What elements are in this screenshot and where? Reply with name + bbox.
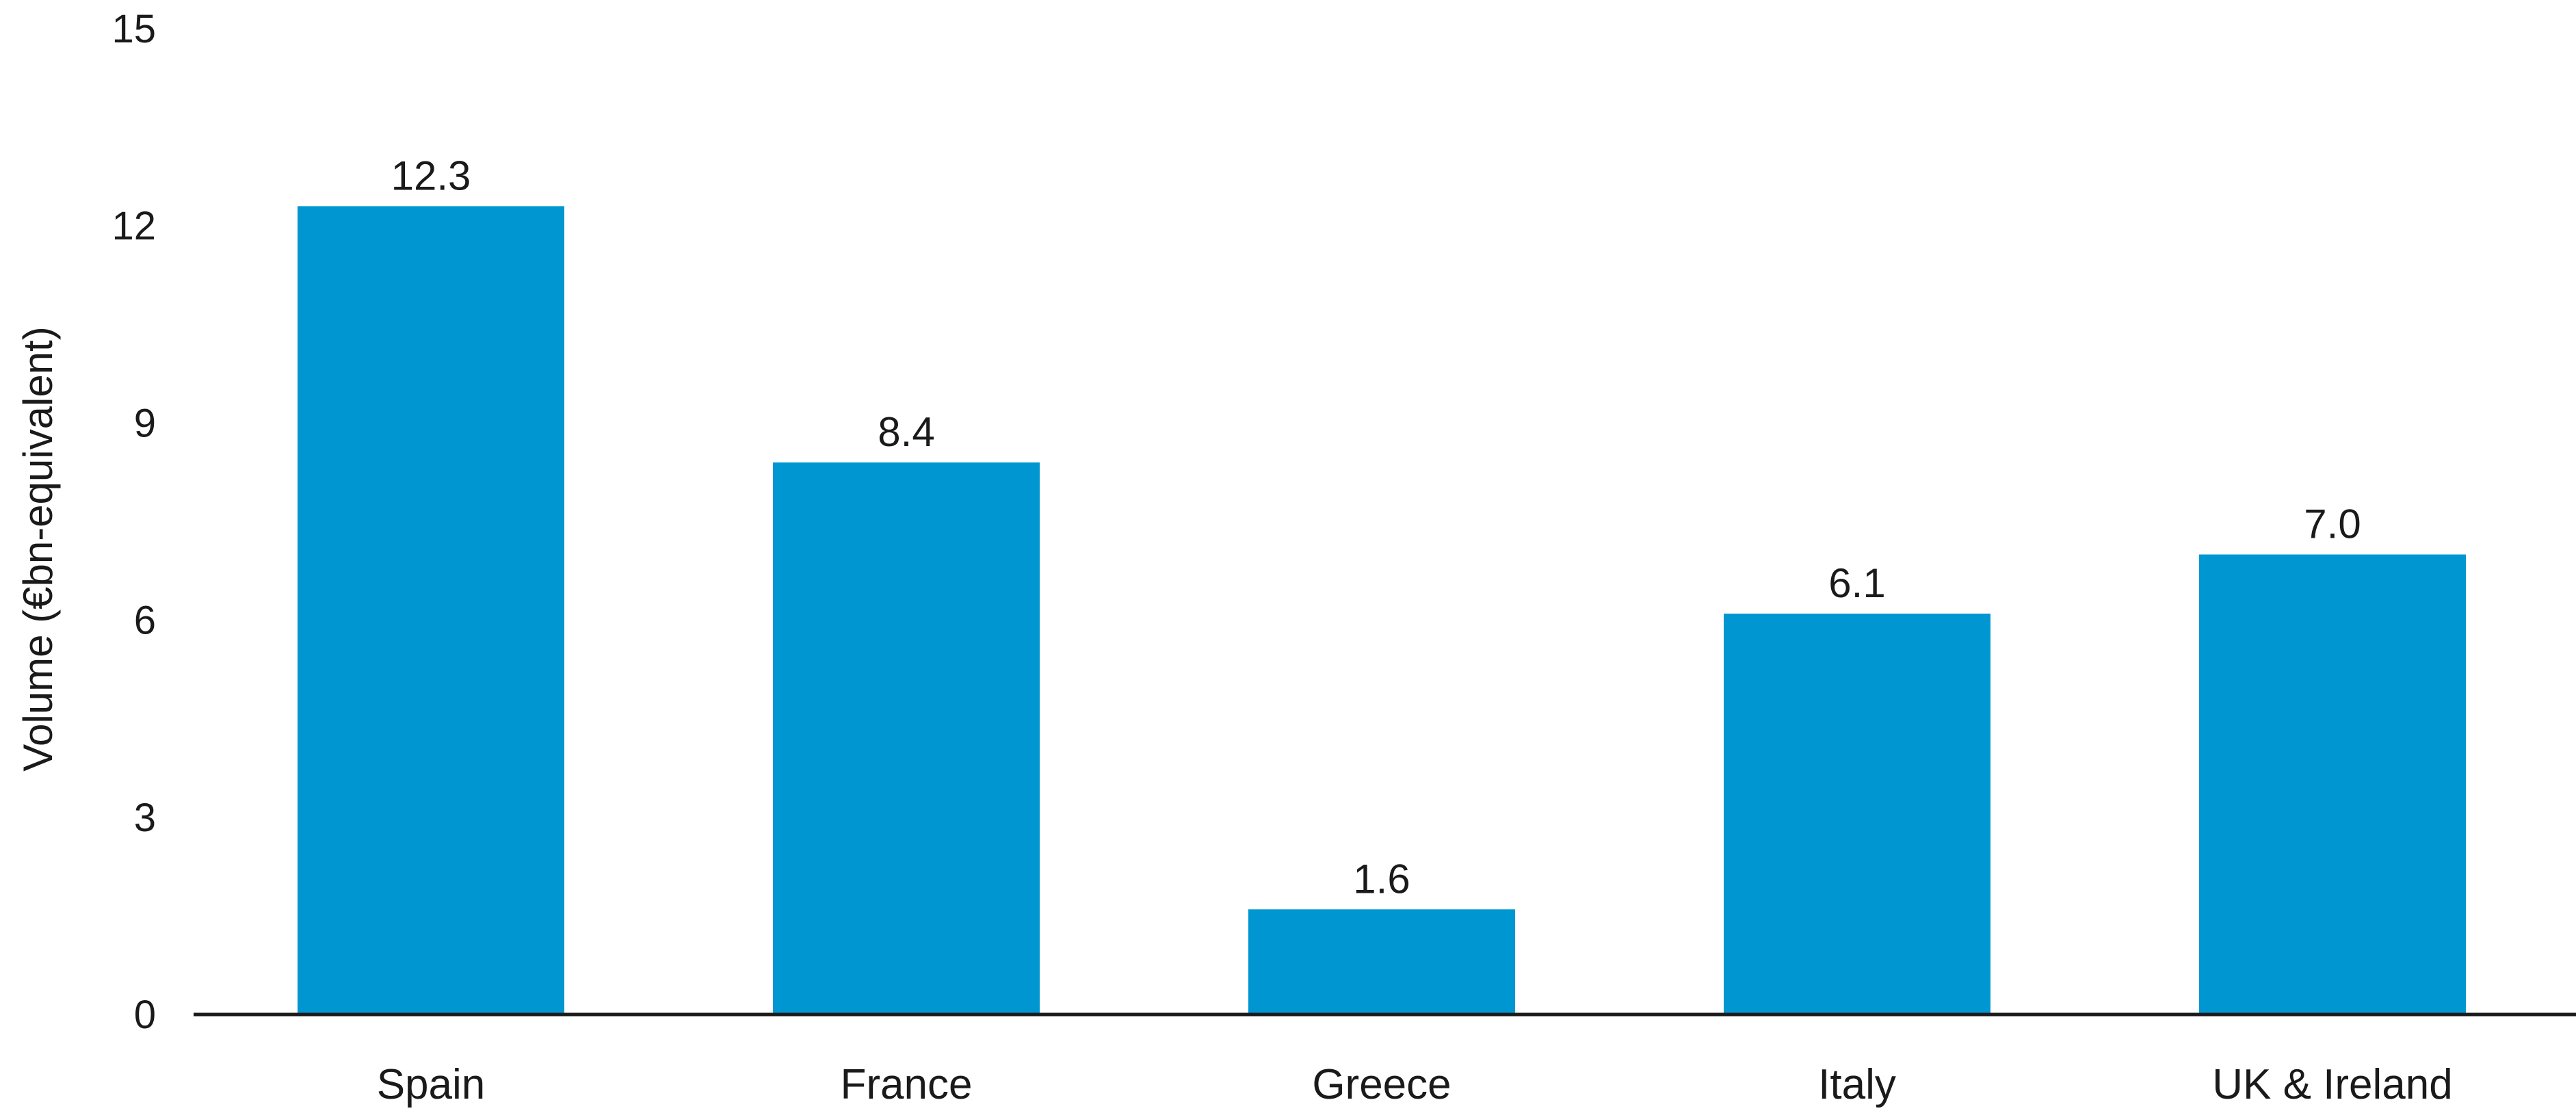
y-axis-ticks: 0 3 6 9 12 15 [111, 7, 156, 1037]
bar [773, 462, 1040, 1014]
bar-value-label: 6.1 [1828, 560, 1885, 606]
x-axis-categories: Spain France Greece Italy UK & Ireland [377, 1061, 2453, 1108]
y-tick-label: 15 [111, 7, 156, 51]
y-tick-label: 12 [111, 204, 156, 248]
bars [298, 206, 2466, 1014]
y-tick-label: 6 [134, 599, 156, 643]
x-category-label: France [841, 1061, 973, 1108]
bar-value-label: 7.0 [2304, 501, 2361, 547]
x-category-label: Spain [377, 1061, 486, 1108]
y-tick-label: 0 [134, 993, 156, 1037]
y-tick-label: 9 [134, 401, 156, 445]
y-axis-title: Volume (€bn-equivalent) [15, 326, 61, 771]
x-category-label: Italy [1818, 1061, 1896, 1108]
x-category-label: Greece [1312, 1061, 1451, 1108]
bar [1724, 613, 1990, 1014]
y-tick-label: 3 [134, 796, 156, 840]
x-category-label: UK & Ireland [2212, 1061, 2453, 1108]
data-labels: 12.3 8.4 1.6 6.1 7.0 [391, 153, 2361, 902]
bar-value-label: 12.3 [391, 153, 471, 198]
bar-value-label: 1.6 [1353, 856, 1410, 902]
bar [1248, 909, 1515, 1014]
bar-value-label: 8.4 [878, 409, 934, 455]
bar [2199, 554, 2466, 1014]
bar [298, 206, 564, 1014]
